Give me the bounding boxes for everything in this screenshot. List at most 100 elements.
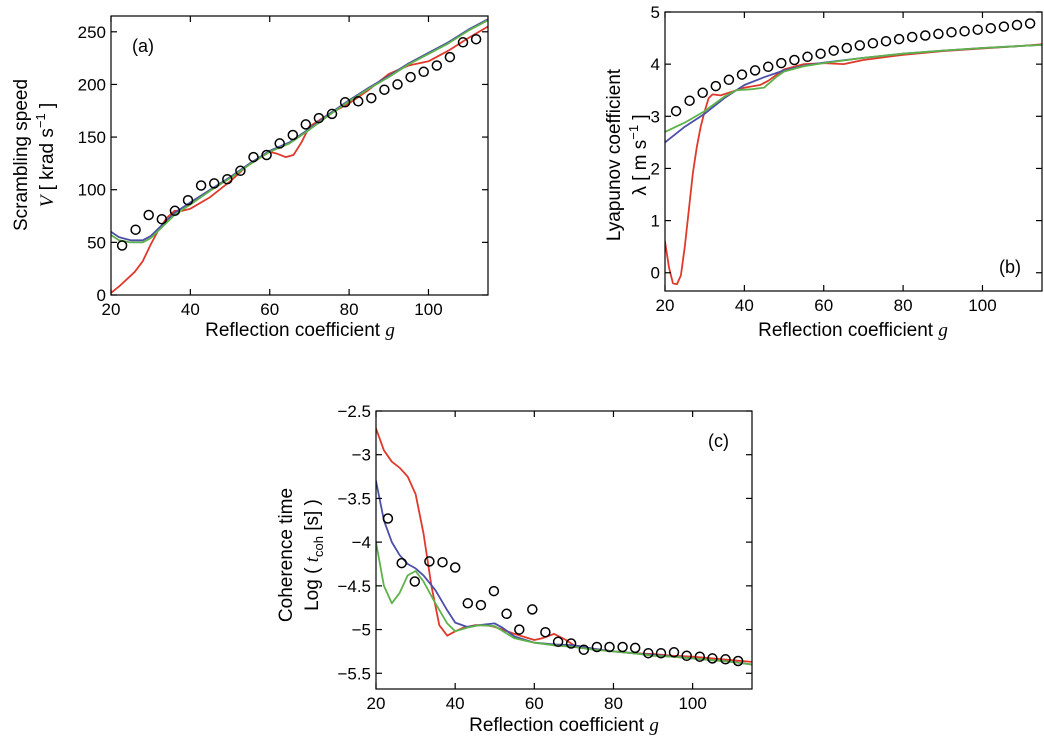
panel-a-ylabel-line1: Scrambling speed	[11, 79, 32, 231]
panel-b-ytick-label: 4	[651, 55, 660, 74]
panel-b-marker	[906, 31, 918, 43]
panel-c-marker	[655, 647, 667, 659]
panel-b-ytick-label: 1	[651, 212, 660, 231]
panel-c-marker	[720, 654, 731, 665]
panel-c-marker	[643, 647, 654, 659]
panel-a-marker	[418, 66, 429, 78]
panel-a-marker	[431, 60, 443, 71]
panel-c-axes	[375, 410, 753, 690]
panel-b-marker	[776, 57, 787, 69]
panel-b-marker	[933, 28, 944, 40]
panel-c-marker	[527, 604, 538, 615]
panel-a-xtick-label: 100	[414, 300, 442, 319]
panel-a: 20 40 60 80 100 0 50 100 150 200 250 (a) Reflectio…	[11, 15, 489, 341]
panel-c-marker	[694, 651, 706, 662]
panel-a-marker	[287, 129, 299, 141]
panel-c: 20 40 60 80 100 −5.5 −5 −4.5 −4 −3.5 −3 −2.5 (c) Re…	[276, 402, 753, 736]
panel-a-marker	[339, 97, 351, 108]
panel-a-marker	[444, 51, 456, 63]
panel-c-marker	[552, 636, 564, 648]
panel-a-axes	[110, 15, 489, 296]
panel-c-marker	[424, 556, 435, 567]
panel-a-marker	[313, 112, 325, 124]
panel-c-marker	[382, 513, 394, 524]
panel-c-series-green	[376, 541, 752, 666]
panel-a-marker	[222, 173, 233, 185]
panel-b-label: (b)	[999, 257, 1021, 277]
panel-b-marker	[723, 74, 735, 86]
panel-b-marker	[1011, 19, 1023, 31]
panel-c-marker	[488, 585, 500, 597]
panel-b-markers	[670, 18, 1036, 117]
panel-c-marker	[629, 642, 641, 654]
panel-a-xtick-label: 60	[260, 300, 279, 319]
panel-c-xtick-label: 100	[678, 694, 706, 713]
panel-b-marker	[802, 51, 813, 63]
panel-c-marker	[604, 641, 615, 653]
panel-c-ytick-label: −4.5	[337, 577, 371, 596]
panel-b-marker	[985, 22, 997, 34]
panel-a-xtick-label: 80	[340, 300, 359, 319]
panel-c-markers	[382, 513, 744, 667]
panel-b-xlabel: Reflection coefficient g	[758, 320, 948, 341]
panel-c-xlabel: Reflection coefficient g	[469, 715, 659, 736]
panel-c-marker	[668, 647, 680, 658]
panel-c-marker	[565, 638, 577, 649]
panel-a-markers	[116, 33, 482, 251]
panel-b-marker	[789, 54, 800, 66]
panel-b-series-green	[665, 44, 1042, 133]
panel-a-ylabel-units: V [ krad s−1 ]	[33, 103, 58, 208]
panel-a-marker	[130, 224, 141, 235]
panel-a-marker	[379, 84, 390, 95]
panel-a-marker	[208, 178, 220, 189]
panel-b-marker	[736, 69, 748, 80]
panel-c-marker	[578, 644, 590, 655]
panel-b-marker	[841, 42, 853, 54]
panel-c-marker	[514, 624, 525, 635]
panel-b-marker	[670, 105, 682, 117]
panel-c-label: (c)	[708, 431, 729, 451]
panel-c-xtick-label: 20	[367, 694, 386, 713]
panel-c-xtick-label: 80	[604, 694, 623, 713]
panel-a-marker	[470, 33, 482, 45]
panel-c-ytick-label: −2.5	[337, 402, 371, 421]
panel-b-marker	[710, 80, 722, 92]
panel-b: 20 40 60 80 100 0 1 2 3 4 5 (b) Reflection coeffic…	[604, 3, 1043, 341]
panel-a-label: (a)	[132, 36, 154, 56]
panel-b-marker	[815, 48, 826, 59]
panel-a-ytick-label: 100	[78, 181, 106, 200]
panel-b-marker	[893, 33, 905, 45]
panel-c-series-red	[376, 427, 752, 663]
panel-b-marker	[998, 21, 1010, 32]
panel-b-ytick-label: 3	[651, 107, 660, 126]
panel-b-ytick-label: 5	[651, 3, 660, 22]
panel-c-ytick-label: −4	[352, 533, 371, 552]
panel-c-marker	[617, 641, 628, 653]
panel-a-marker	[261, 149, 272, 161]
panel-a-series	[111, 18, 488, 294]
panel-b-xtick-label: 60	[814, 296, 833, 315]
panel-a-marker	[195, 180, 207, 191]
panel-b-marker	[959, 26, 970, 37]
panel-a-marker	[352, 96, 364, 107]
panel-a-marker	[169, 205, 181, 217]
panel-b-xtick-label: 20	[656, 296, 675, 315]
panel-b-marker	[749, 65, 761, 76]
panel-c-ylabel-line1: Coherence time	[276, 488, 297, 622]
panel-c-series	[376, 427, 752, 666]
panel-a-xtick-label: 40	[181, 300, 200, 319]
panel-a-ticks: 20 40 60 80 100 0 50 100 150 200 250	[78, 16, 488, 319]
panel-a-marker	[366, 92, 377, 104]
panel-b-ylabel-line1: Lyapunov coefficient	[604, 68, 625, 241]
panel-c-marker	[540, 626, 551, 638]
panel-c-marker	[591, 641, 603, 653]
panel-a-series-red	[111, 25, 488, 294]
panel-b-ticks: 20 40 60 80 100 0 1 2 3 4 5	[651, 3, 1042, 315]
panel-c-marker	[409, 576, 421, 587]
panel-c-marker	[681, 650, 692, 662]
panel-a-marker	[457, 37, 469, 48]
panel-a-ytick-label: 150	[78, 128, 106, 147]
panel-a-marker	[156, 213, 168, 225]
panel-a-marker	[143, 209, 154, 221]
panel-a-series-green	[111, 19, 488, 244]
